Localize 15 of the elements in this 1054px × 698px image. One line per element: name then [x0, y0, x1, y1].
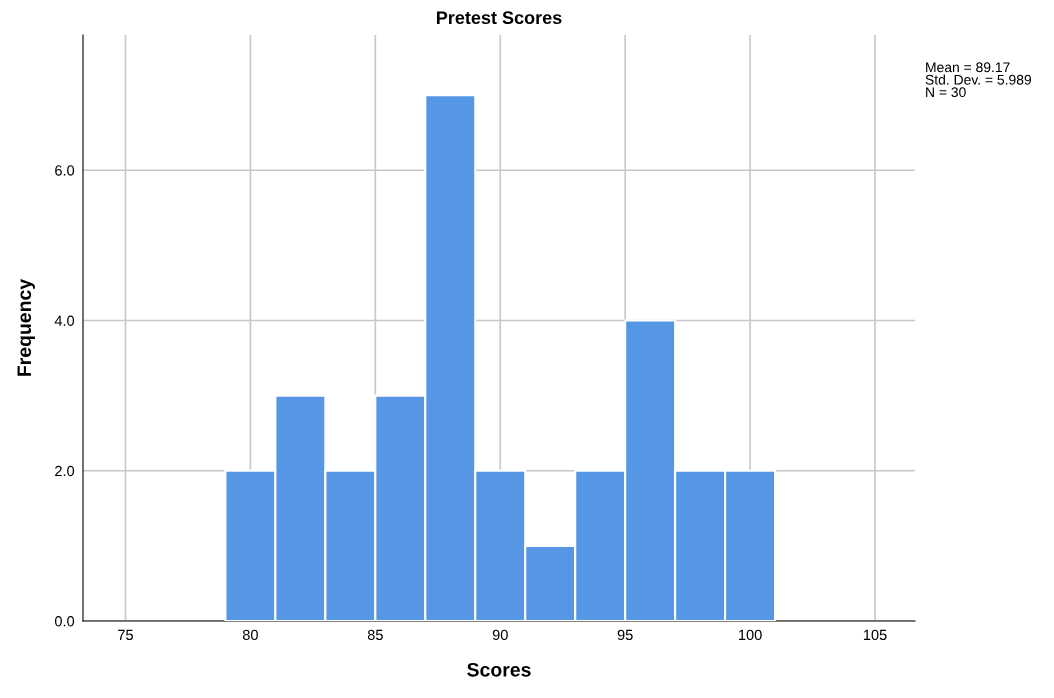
y-tick-label: 2.0 [55, 465, 75, 477]
x-tick-label: 105 [863, 629, 887, 641]
x-tick-label: 95 [617, 629, 633, 641]
y-tick-label: 0.0 [54, 616, 75, 627]
x-tick-label: 75 [118, 629, 133, 641]
y-tick-label: 4.0 [54, 315, 75, 326]
y-tick-label: 6.0 [55, 165, 75, 176]
x-tick-label: 80 [242, 629, 258, 641]
x-axis-title: Scores [467, 662, 531, 677]
y-axis-title: Frequency [17, 278, 35, 376]
chart-title: Pretest Scores [436, 11, 562, 25]
x-tick-label: 85 [367, 629, 383, 641]
x-tick-label: 100 [739, 629, 762, 641]
x-tick-label: 90 [492, 629, 508, 641]
text: Mean = 89.17 Std. Dev. = 5.989 N = 30 [925, 62, 1032, 98]
